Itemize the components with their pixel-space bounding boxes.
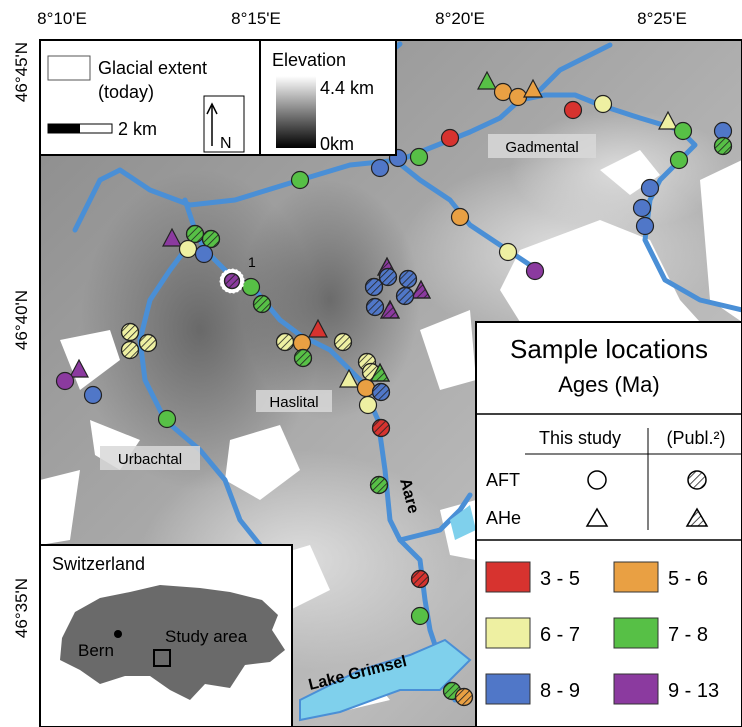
legend-swatch: [486, 562, 530, 592]
lon-label: 8°25'E: [637, 9, 687, 28]
sample-marker: [358, 380, 375, 397]
north-label: N: [220, 135, 232, 152]
legend-subtitle: Ages (Ma): [558, 372, 659, 397]
legend-swatch: [614, 618, 658, 648]
sample-hatch: [380, 269, 397, 286]
inset-label: Study area: [165, 627, 248, 646]
legend-row: AFT: [486, 470, 520, 490]
place-label: Gadmental: [505, 139, 578, 156]
sample-marker: [527, 263, 544, 280]
sample-hatch: [335, 334, 352, 351]
sample-hatch: [715, 138, 732, 155]
legend-text: (today): [98, 82, 154, 102]
place-label: Urbachtal: [118, 451, 182, 468]
legend-swatch: [614, 674, 658, 704]
legend-age-label: 6 - 7: [540, 624, 580, 646]
legend-age-label: 7 - 8: [668, 624, 708, 646]
sample-marker: [57, 373, 74, 390]
legend-age-label: 8 - 9: [540, 680, 580, 702]
legend-title: Elevation: [272, 50, 346, 70]
sample-hatch: [225, 274, 240, 289]
sample-legend: Sample locations Ages (Ma) This study (P…: [476, 322, 742, 727]
sample-marker: [637, 218, 654, 235]
legend-age-label: 5 - 6: [668, 568, 708, 590]
scale-label: 2 km: [118, 119, 157, 139]
sample-hatch: [397, 288, 414, 305]
legend-title: Sample locations: [510, 334, 708, 364]
sample-marker: [565, 102, 582, 119]
legend-swatch: [614, 562, 658, 592]
sample-hatch: [373, 420, 390, 437]
sample-marker: [85, 387, 102, 404]
inset-title: Switzerland: [52, 554, 145, 574]
sample-marker: [452, 209, 469, 226]
legend-text: 4.4 km: [320, 78, 374, 98]
legend-row: AHe: [486, 508, 521, 528]
sample-hatch: [412, 571, 429, 588]
sample-marker: [411, 149, 428, 166]
sample-marker: [360, 397, 377, 414]
sample-hatch: [203, 231, 220, 248]
sample-hatch: [122, 324, 139, 341]
lat-label: 46°40'N: [12, 290, 31, 350]
sample-marker: [243, 279, 260, 296]
place-label: 1: [248, 254, 256, 270]
inset-map: Switzerland Bern Study area: [40, 545, 292, 727]
lon-label: 8°15'E: [231, 9, 281, 28]
sample-hatch: [140, 335, 157, 352]
sample-marker: [671, 152, 688, 169]
lat-label: 46°35'N: [12, 578, 31, 638]
sample-hatch: [277, 334, 294, 351]
sample-marker: [292, 172, 309, 189]
legend-text: 0km: [320, 134, 354, 154]
sample-hatch: [187, 226, 204, 243]
sample-marker: [675, 123, 692, 140]
sample-marker: [372, 160, 389, 177]
legend-column: This study: [539, 428, 621, 448]
sample-hatch: [456, 689, 473, 706]
lon-label: 8°10'E: [37, 9, 87, 28]
legend-column: (Publ.²): [666, 428, 725, 448]
lon-label: 8°20'E: [435, 9, 485, 28]
map-legend: Glacial extent (today) 2 km N Elevation …: [40, 40, 396, 155]
sample-marker: [595, 96, 612, 113]
sample-hatch: [367, 299, 384, 316]
sample-marker: [180, 241, 197, 258]
legend-age-label: 9 - 13: [668, 680, 719, 702]
map: Gadmental Haslital Urbachtal Aare Lake G…: [0, 0, 742, 727]
sample-hatch: [122, 342, 139, 359]
sample-marker: [442, 130, 459, 147]
legend-swatch: [486, 618, 530, 648]
sample-marker: [634, 200, 651, 217]
sample-hatch: [371, 477, 388, 494]
sample-marker: [642, 180, 659, 197]
sample-marker: [412, 608, 429, 625]
sample-hatch: [400, 271, 417, 288]
lat-label: 46°45'N: [12, 42, 31, 102]
sample-marker: [196, 246, 213, 263]
legend-swatch: [486, 674, 530, 704]
legend-text: Glacial extent: [98, 58, 207, 78]
sample-marker: [159, 411, 176, 428]
sample-hatch: [254, 296, 271, 313]
sample-hatch: [295, 350, 312, 367]
place-label: Haslital: [269, 394, 318, 411]
legend-age-label: 3 - 5: [540, 568, 580, 590]
sample-hatch: [373, 384, 390, 401]
inset-label: Bern: [78, 641, 114, 660]
sample-marker: [294, 335, 311, 352]
sample-marker: [500, 244, 517, 261]
